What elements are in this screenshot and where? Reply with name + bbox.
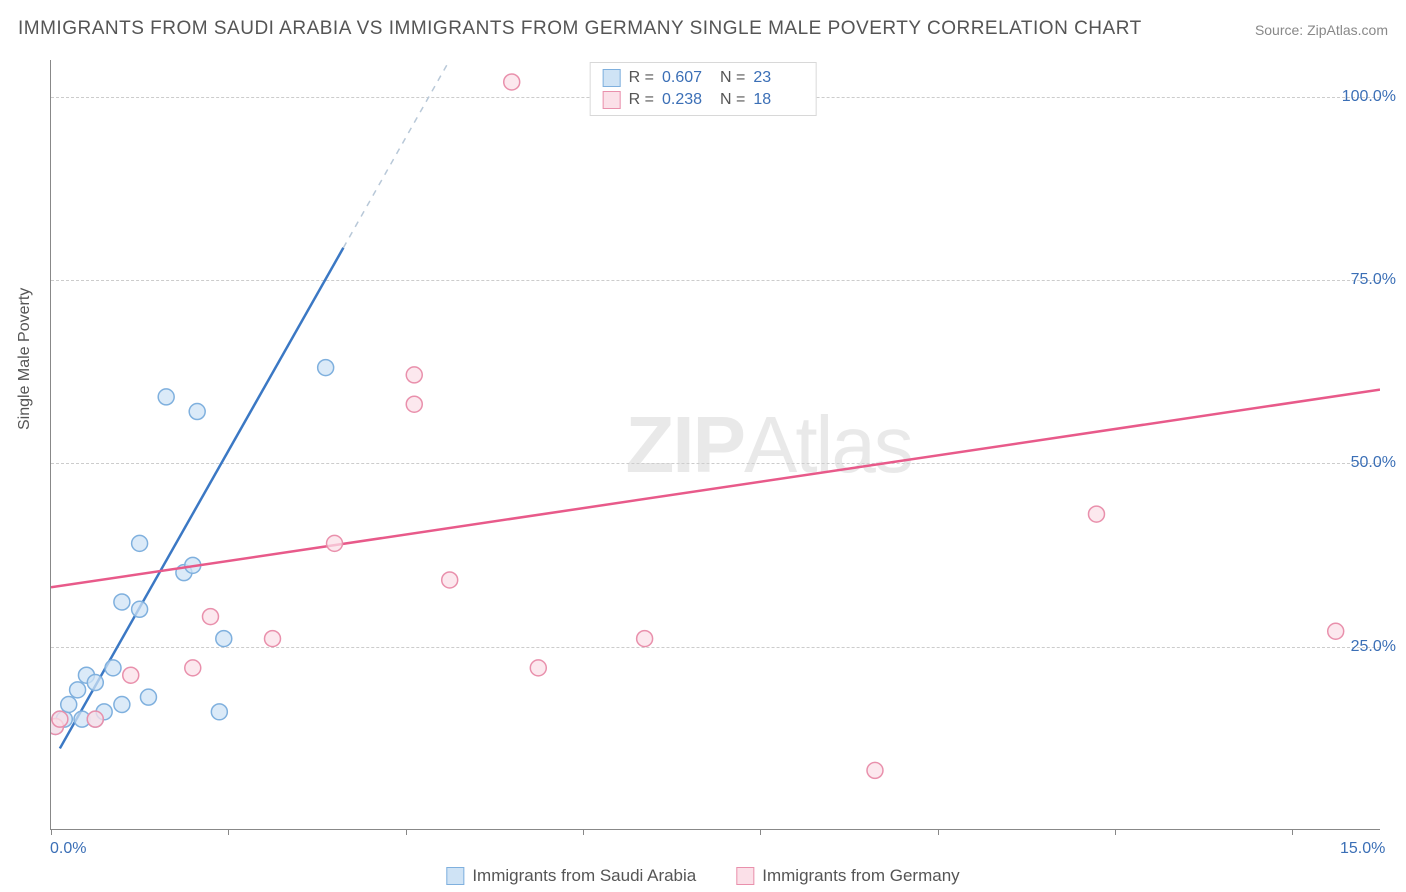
r-label: R = [629,69,654,87]
legend-item-2: Immigrants from Germany [736,866,959,886]
data-point [132,601,148,617]
data-point [70,682,86,698]
r-value-2: 0.238 [662,91,712,109]
data-point [52,711,68,727]
data-point [265,631,281,647]
data-point [132,535,148,551]
data-point [87,711,103,727]
source-attribution: Source: ZipAtlas.com [1255,22,1388,38]
r-value-1: 0.607 [662,69,712,87]
data-point [530,660,546,676]
data-point [202,609,218,625]
data-point [327,535,343,551]
legend-swatch-1 [446,867,464,885]
stats-legend: R = 0.607 N = 23 R = 0.238 N = 18 [590,62,817,116]
data-point [140,689,156,705]
chart-plot-area: ZIPAtlas [50,60,1380,830]
stats-row-1: R = 0.607 N = 23 [603,67,804,89]
data-point [87,675,103,691]
trend-line [60,248,344,749]
x-tick-label: 15.0% [1340,840,1385,858]
data-point [114,594,130,610]
data-point [114,697,130,713]
data-point [442,572,458,588]
legend-label-2: Immigrants from Germany [762,866,959,886]
n-label-2: N = [720,91,745,109]
n-value-1: 23 [753,69,803,87]
data-point [61,697,77,713]
legend-item-1: Immigrants from Saudi Arabia [446,866,696,886]
data-point [1328,623,1344,639]
x-tick [583,829,584,835]
x-tick [406,829,407,835]
data-point [318,360,334,376]
swatch-series-2 [603,91,621,109]
n-value-2: 18 [753,91,803,109]
swatch-series-1 [603,69,621,87]
y-axis-label: Single Male Poverty [16,288,34,430]
data-point [216,631,232,647]
data-point [123,667,139,683]
data-point [1088,506,1104,522]
data-point [158,389,174,405]
data-point [189,404,205,420]
n-label: N = [720,69,745,87]
data-point [867,762,883,778]
scatter-svg [51,60,1380,829]
legend-label-1: Immigrants from Saudi Arabia [472,866,696,886]
data-point [185,660,201,676]
x-tick-label: 0.0% [50,840,86,858]
trend-line-dashed [343,60,449,248]
data-point [406,396,422,412]
legend-swatch-2 [736,867,754,885]
chart-title: IMMIGRANTS FROM SAUDI ARABIA VS IMMIGRAN… [18,18,1142,40]
data-point [105,660,121,676]
x-tick [938,829,939,835]
x-tick [1292,829,1293,835]
x-tick [760,829,761,835]
series-legend: Immigrants from Saudi Arabia Immigrants … [446,866,959,886]
x-tick [1115,829,1116,835]
x-tick [51,829,52,835]
r-label-2: R = [629,91,654,109]
data-point [406,367,422,383]
data-point [504,74,520,90]
data-point [211,704,227,720]
trend-line [51,390,1380,588]
stats-row-2: R = 0.238 N = 18 [603,89,804,111]
data-point [637,631,653,647]
x-tick [228,829,229,835]
